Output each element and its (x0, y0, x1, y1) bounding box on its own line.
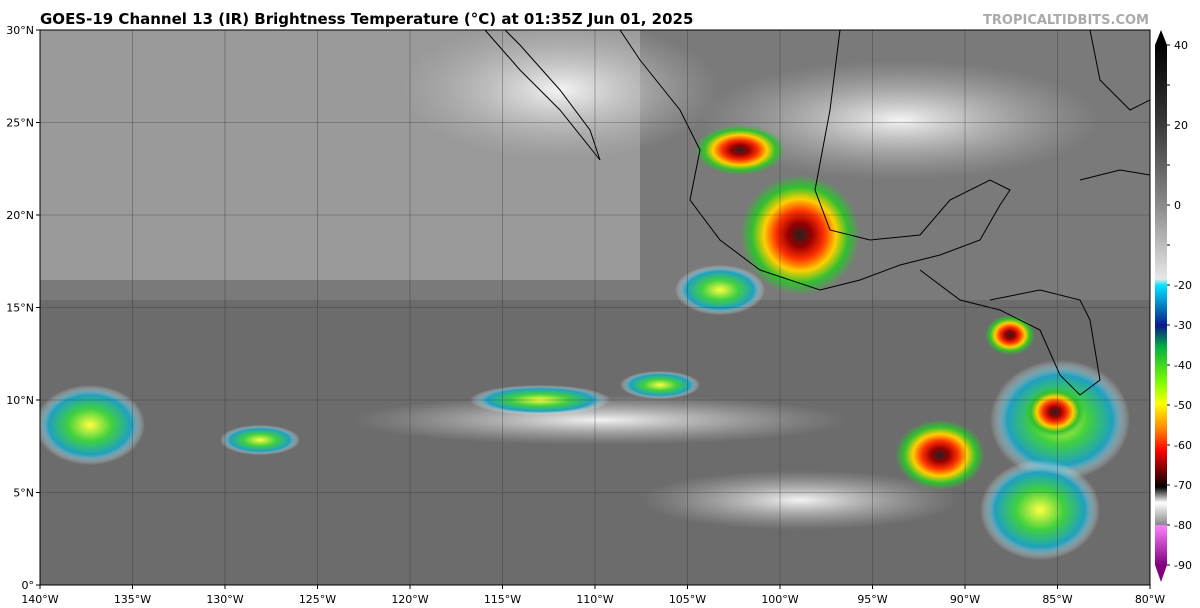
latitude-label: 10°N (6, 394, 34, 407)
longitude-label: 80°W (1135, 593, 1165, 606)
longitude-label: 130°W (206, 593, 243, 606)
colorbar-label: -50 (1174, 399, 1192, 412)
longitude-label: 125°W (299, 593, 336, 606)
latitude-label: 0° (22, 579, 35, 592)
colorbar-label: -20 (1174, 279, 1192, 292)
longitude-label: 135°W (114, 593, 151, 606)
longitude-label: 110°W (576, 593, 613, 606)
colorbar-label: -40 (1174, 359, 1192, 372)
colorbar-extend-bottom (1155, 565, 1167, 582)
map-frame (39, 29, 1151, 586)
longitude-label: 100°W (761, 593, 798, 606)
colorbar-extend-top (1155, 30, 1167, 45)
longitude-label: 115°W (484, 593, 521, 606)
latitude-label: 15°N (6, 302, 34, 315)
latitude-label: 25°N (6, 117, 34, 130)
latitude-label: 5°N (13, 487, 34, 500)
longitude-label: 140°W (21, 593, 58, 606)
colorbar-label: -30 (1174, 319, 1192, 332)
longitude-label: 95°W (857, 593, 887, 606)
satellite-image (40, 30, 1150, 585)
colorbar (1155, 30, 1167, 582)
longitude-label: 85°W (1042, 593, 1072, 606)
colorbar-label: 20 (1174, 119, 1188, 132)
site-credit: TROPICALTIDBITS.COM (983, 13, 1149, 28)
colorbar-label: -60 (1174, 439, 1192, 452)
colorbar-label: 40 (1174, 39, 1188, 52)
colorbar-label: -70 (1174, 479, 1192, 492)
longitude-label: 120°W (391, 593, 428, 606)
colorbar-label: -80 (1174, 519, 1192, 532)
latitude-label: 20°N (6, 209, 34, 222)
title: GOES-19 Channel 13 (IR) Brightness Tempe… (40, 10, 693, 28)
colorbar-label: 0 (1174, 199, 1181, 212)
colorbar-ramp (1155, 45, 1167, 565)
colorbar-label: -90 (1174, 559, 1192, 572)
longitude-label: 90°W (950, 593, 980, 606)
longitude-label: 105°W (669, 593, 706, 606)
latitude-label: 30°N (6, 24, 34, 37)
